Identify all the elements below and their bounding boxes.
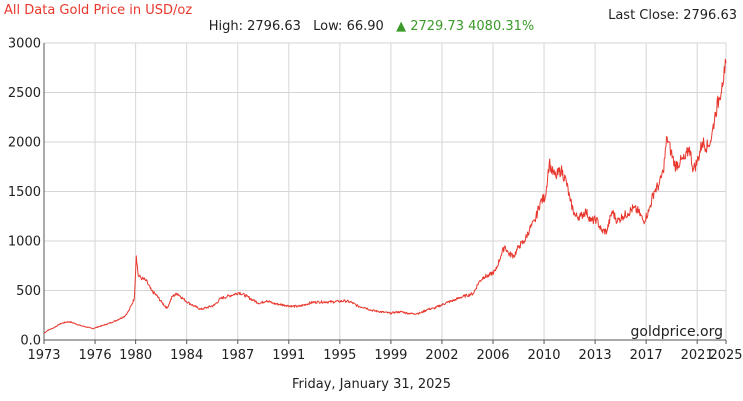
y-tick-label: 2500 xyxy=(8,86,41,101)
price-series-line xyxy=(43,58,727,334)
y-tick-label: 0.0 xyxy=(20,334,41,349)
y-tick-label: 500 xyxy=(16,284,41,299)
x-tick-label: 2002 xyxy=(425,348,458,363)
y-tick-label: 1000 xyxy=(8,235,41,250)
x-tick-label: 2006 xyxy=(476,348,509,363)
x-tick-label: 1987 xyxy=(221,348,254,363)
x-tick-label: 2025 xyxy=(709,348,742,363)
x-tick-label: 2017 xyxy=(630,348,663,363)
change-value: 2729.73 xyxy=(410,19,464,34)
last-close-label: Last Close: 2796.63 xyxy=(608,8,737,23)
high-label: High: 2796.63 xyxy=(208,19,301,34)
price-stats: High: 2796.63 Low: 66.90 ▲ 2729.73 4080.… xyxy=(0,19,743,34)
up-arrow-icon: ▲ xyxy=(396,19,407,34)
x-tick-label: 2021 xyxy=(681,348,714,363)
y-tick-label: 1500 xyxy=(8,185,41,200)
x-tick-label: 1980 xyxy=(119,348,152,363)
date-label: Friday, January 31, 2025 xyxy=(292,377,451,392)
x-tick-label: 2013 xyxy=(579,348,612,363)
x-tick-label: 1995 xyxy=(323,348,356,363)
y-tick-label: 2000 xyxy=(8,136,41,151)
x-tick-label: 1999 xyxy=(374,348,407,363)
x-tick-label: 1973 xyxy=(27,348,60,363)
x-tick-label: 1984 xyxy=(170,348,203,363)
chart-title: All Data Gold Price in USD/oz xyxy=(4,3,193,18)
x-tick-label: 1991 xyxy=(272,348,305,363)
change-percent: 4080.31% xyxy=(468,19,535,34)
watermark: goldprice.org xyxy=(630,324,723,340)
low-label: Low: 66.90 xyxy=(313,19,384,34)
x-tick-label: 1976 xyxy=(79,348,112,363)
y-tick-label: 3000 xyxy=(8,37,41,52)
x-tick-label: 2010 xyxy=(527,348,560,363)
